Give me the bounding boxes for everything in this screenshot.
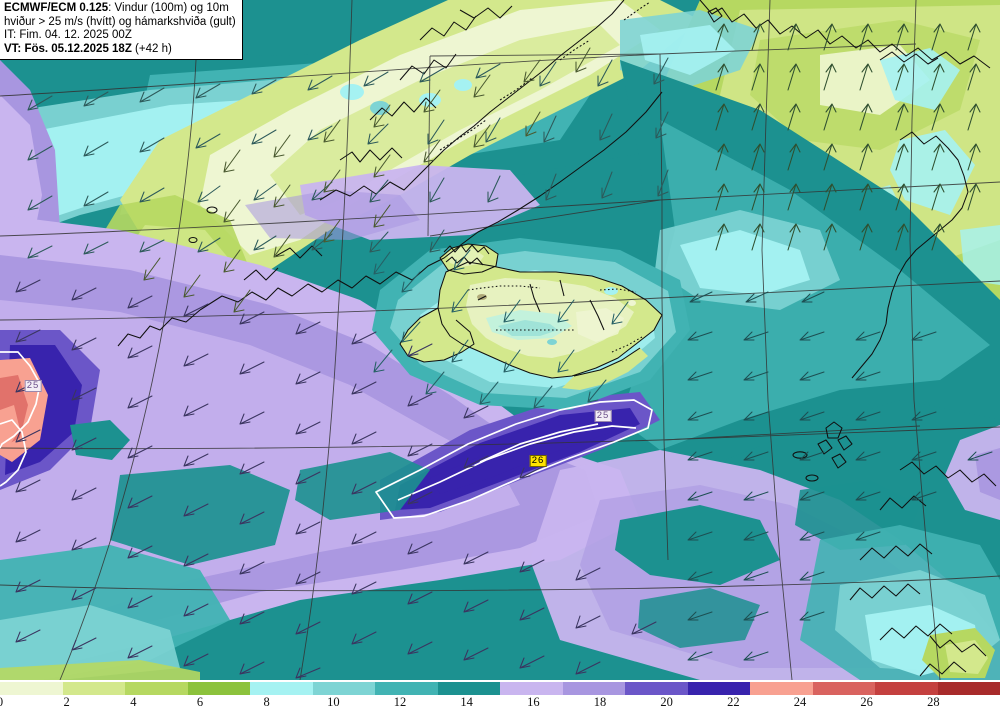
map-canvas[interactable]: 25 25 26 ECMWF/ECM 0.125: Vindur (100m) …	[0, 0, 1000, 680]
colorbar-tick-24: 24	[793, 695, 807, 709]
colorbar-tick-labels: 0 2 4 6 8 10 12 14 16 18 20 22 24 26 28	[0, 695, 1000, 709]
colorbar-swatch-11	[687, 682, 750, 695]
colorbar-tick-4: 4	[130, 695, 137, 709]
colorbar-swatch-7	[437, 682, 500, 695]
valid-offset: (+42 h)	[131, 42, 172, 55]
colorbar-swatch-3	[187, 682, 250, 695]
model-name: ECMWF/ECM 0.125	[4, 2, 109, 14]
colorbar-swatch-9	[562, 682, 625, 695]
colorbar-swatch-4	[250, 682, 313, 695]
colorbar-swatch-1	[62, 682, 125, 695]
colorbar-swatch-5	[312, 682, 375, 695]
gust-contours-white	[0, 351, 653, 519]
colorbar-tick-0: 0	[0, 695, 4, 709]
colorbar-swatch-13	[812, 682, 875, 695]
colorbar-swatch-10	[625, 682, 688, 695]
coastlines	[117, 0, 997, 677]
info-line-model: ECMWF/ECM 0.125: Vindur (100m) og 10m	[4, 2, 236, 16]
colorbar-tick-26: 26	[860, 695, 873, 709]
colorbar-swatch-14	[875, 682, 938, 695]
contour-label-25-west: 25	[24, 380, 42, 392]
wind-arrows	[15, 23, 993, 679]
info-line-gust: hviður > 25 m/s (hvítt) og hámarkshviða …	[4, 15, 236, 28]
colorbar-tick-22: 22	[727, 695, 740, 709]
contour-label-25-southeast: 25	[594, 410, 612, 422]
info-line-init: IT: Fim. 04. 12. 2025 00Z	[4, 29, 132, 41]
colorbar-legend: 0 2 4 6 8 10 12 14 16 18 20 22 24 26 28	[0, 680, 1000, 709]
colorbar-tick-8: 8	[263, 695, 270, 709]
colorbar-tick-28: 28	[927, 695, 940, 709]
colorbar-tick-2: 2	[63, 695, 70, 709]
colorbar-swatches	[0, 682, 1000, 695]
contour-label-26-south: 26	[529, 455, 547, 467]
colorbar-tick-18: 18	[593, 695, 607, 709]
colorbar-tick-16: 16	[527, 695, 540, 709]
model-info-box: ECMWF/ECM 0.125: Vindur (100m) og 10m hv…	[0, 0, 243, 60]
info-line-valid: VT: Fös. 05.12.2025 18Z (+42 h)	[4, 43, 236, 57]
colorbar-tick-14: 14	[460, 695, 473, 709]
weather-map-svg[interactable]	[0, 0, 1000, 680]
colorbar-tick-12: 12	[393, 695, 407, 709]
model-params: : Vindur (100m) og 10m	[108, 2, 229, 14]
colorbar-swatch-6	[375, 682, 438, 695]
colorbar-tick-20: 20	[660, 695, 673, 709]
colorbar-swatch-15	[937, 682, 1000, 695]
colorbar-swatch-12	[750, 682, 813, 695]
valid-time: VT: Fös. 05.12.2025 18Z	[4, 42, 132, 55]
colorbar-swatch-2	[125, 682, 188, 695]
colorbar-swatch-0	[0, 682, 63, 695]
colorbar-tick-6: 6	[196, 695, 204, 709]
colorbar-swatch-8	[500, 682, 563, 695]
colorbar-tick-10: 10	[327, 695, 340, 709]
